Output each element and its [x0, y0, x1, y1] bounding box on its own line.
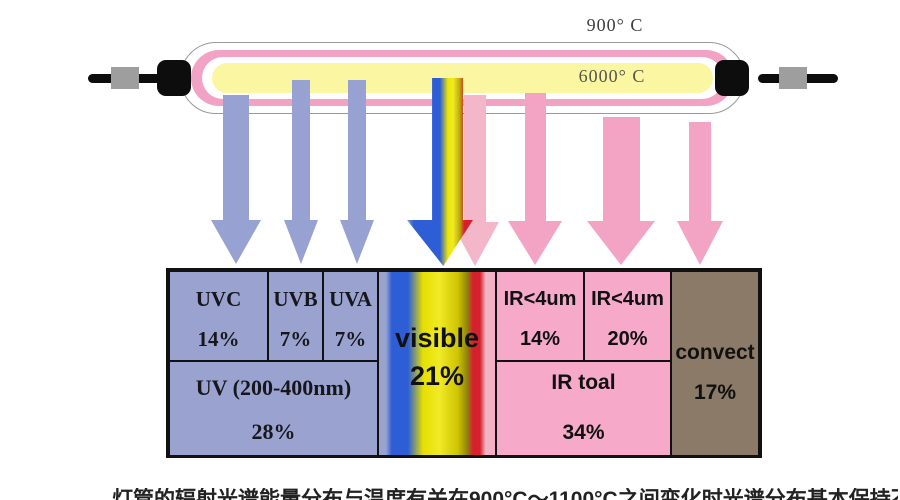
uva-label: UVA	[329, 287, 372, 311]
ir-arrow-1-head	[508, 221, 562, 265]
outer-wall-temperature-label: 900° C	[586, 15, 644, 35]
hidden-ir-arrow-shaft	[464, 95, 486, 223]
visible-cell: visible 21%	[377, 270, 497, 457]
uv-total-label: UV (200-400nm)	[195, 375, 352, 400]
uvb-label: UVB	[273, 287, 318, 311]
convect-label: convect	[675, 341, 755, 364]
caption-text: 灯管的辐射光谱能量分布与温度有关在900°C～1100°C之间变化时光谱分布基本…	[112, 488, 898, 500]
uvc-label: UVC	[195, 287, 242, 311]
uvb-cell: UVB 7%	[267, 270, 324, 362]
convect-value: 17%	[693, 381, 737, 404]
ir-arrow-2-shaft	[603, 117, 640, 222]
caption-clipped: 灯管的辐射光谱能量分布与温度有关在900°C～1100°C之间变化时光谱分布基本…	[112, 488, 898, 500]
uv-total-value: 28%	[251, 419, 296, 444]
ir-total-cell: IR toal 34%	[495, 360, 672, 457]
ir-arrow-1-shaft	[525, 93, 546, 222]
visible-value: 21%	[409, 361, 465, 391]
left-electrode-seal	[157, 60, 191, 96]
uv-total-cell: UV (200-400nm) 28%	[168, 360, 379, 457]
uva-value: 7%	[334, 327, 367, 351]
right-electrode-clamp	[779, 67, 807, 89]
visible-label: visible	[394, 323, 480, 353]
arc-temperature-label: 6000° C	[578, 66, 646, 86]
uvc-arrow-shaft	[223, 95, 249, 221]
uvb-arrow-head	[284, 220, 318, 264]
ir-cell-1-label: IR<4um	[503, 288, 577, 310]
ir-total-value: 34%	[562, 421, 605, 444]
ir-cell-2-value: 20%	[607, 328, 648, 350]
uvb-value: 7%	[279, 327, 312, 351]
convect-cell: convect 17%	[670, 270, 760, 457]
uva-arrow-head	[340, 220, 374, 264]
ir-arrow-2-head	[587, 221, 655, 265]
ir-cell-1-value: 14%	[519, 328, 561, 350]
left-electrode-clamp	[111, 67, 139, 89]
uva-cell: UVA 7%	[322, 270, 379, 362]
convection-arrow-head	[677, 221, 723, 265]
right-electrode-seal	[715, 60, 749, 96]
uvc-arrow-head	[211, 220, 261, 264]
ir-total-label: IR toal	[551, 371, 616, 394]
ir-lt4um-cell-2: IR<4um 20%	[583, 270, 672, 362]
ir-cell-2-label: IR<4um	[591, 288, 664, 310]
uvc-value: 14%	[197, 327, 240, 351]
ir-lt4um-cell-1: IR<4um 14%	[495, 270, 585, 362]
uvb-arrow-shaft	[292, 80, 310, 221]
convection-arrow-shaft	[689, 122, 711, 222]
uvc-cell: UVC 14%	[168, 270, 269, 362]
uva-arrow-shaft	[348, 80, 366, 221]
